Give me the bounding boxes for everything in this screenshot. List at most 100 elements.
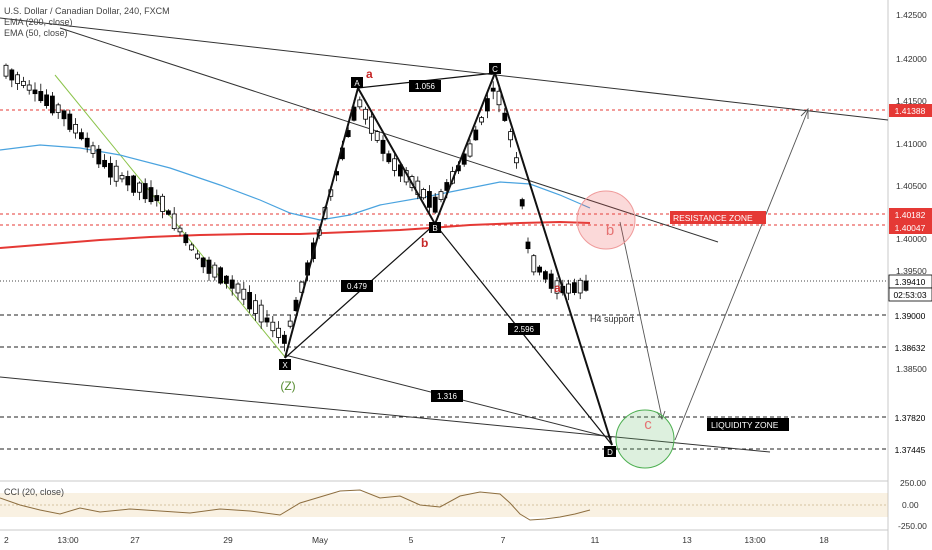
candle-body [386, 153, 392, 163]
candle-body [206, 259, 212, 274]
time-tick: 13:00 [57, 535, 79, 545]
ratio-2596: 2.596 [514, 325, 535, 334]
arrow-c-to-target [674, 109, 809, 441]
candle-body [270, 321, 276, 332]
point-a-box [351, 77, 363, 88]
symbol-title: U.S. Dollar / Canadian Dollar, 240, FXCM [4, 6, 170, 16]
time-tick: 11 [591, 535, 600, 545]
candle-body [15, 74, 21, 84]
price-label-1.39000: 1.39000 [895, 311, 926, 321]
ratio-1056: 1.056 [415, 82, 436, 91]
candle-body [368, 116, 374, 134]
candle-body [380, 139, 386, 154]
price-label-1.38632: 1.38632 [895, 343, 926, 353]
candle-body [252, 300, 258, 314]
candle-body [258, 304, 264, 323]
cci-line [0, 489, 591, 521]
candle-body [467, 143, 473, 157]
price-label-1.41388: 1.41388 [895, 106, 926, 116]
candle-body [287, 320, 293, 327]
price-label-1.37445: 1.37445 [895, 445, 926, 455]
time-tick: 2 [4, 535, 9, 545]
price-tick: 1.41000 [896, 139, 927, 149]
candle-body [44, 94, 49, 107]
candle-body [212, 264, 218, 278]
point-c-label: C [492, 65, 498, 74]
wave-label-b: b [421, 236, 428, 250]
time-tick: 13 [682, 535, 692, 545]
candle-body [426, 191, 432, 208]
candle-body [183, 234, 189, 244]
candle-body [264, 317, 270, 323]
point-x-box [279, 359, 291, 370]
candle-body [50, 95, 55, 114]
candle-body [496, 90, 502, 106]
candle-body [293, 299, 299, 312]
price-tick: 1.38500 [896, 364, 927, 374]
price-tick: 1.39500 [896, 266, 927, 276]
candle-body [235, 283, 241, 294]
price-label-box [889, 411, 932, 424]
countdown-label: 02:53:03 [893, 290, 926, 300]
candle-body [73, 124, 78, 134]
time-tick: 27 [130, 535, 140, 545]
candle-body [102, 159, 107, 168]
candle-body [3, 64, 9, 77]
wave-label-a-low: a [554, 281, 561, 295]
candle-body [421, 189, 427, 199]
candle-body [357, 99, 363, 108]
ema50-legend: EMA (50, close) [4, 28, 68, 38]
candle-body [20, 80, 26, 86]
cci-pane: CCI (20, close) 250.00 0.00 -250.00 [0, 478, 927, 531]
cci-tick: 250.00 [900, 478, 926, 488]
candle-body [572, 282, 577, 293]
candle-body [96, 148, 102, 165]
arrow-head-target [800, 107, 809, 119]
wave-label-a-top: a [366, 67, 373, 81]
candle-body [490, 87, 496, 92]
point-x-label: X [282, 361, 288, 370]
candle-body [444, 182, 450, 191]
green-wave-line [54, 74, 286, 358]
candle-body [519, 199, 525, 207]
candle-body [484, 98, 490, 112]
ema200-legend: EMA (200, close) [4, 17, 73, 27]
price-tick: 1.41500 [896, 96, 927, 106]
price-label-box [889, 341, 932, 354]
candle-body [142, 183, 148, 200]
point-labels: X A B C D [279, 63, 616, 457]
price-label-box [889, 309, 932, 322]
ratio-1316-box [431, 390, 463, 402]
candle-body [218, 267, 224, 284]
projection-arrows [619, 107, 809, 441]
point-d-label: D [607, 448, 613, 457]
candle-body [113, 165, 119, 182]
liquidity-zone-box [707, 418, 789, 431]
candle-body [9, 69, 15, 81]
ratio-labels: 0.479 1.056 2.596 1.316 [341, 80, 540, 402]
candle-body [247, 291, 253, 310]
candle-body [577, 279, 583, 294]
circle-label-b: b [606, 222, 614, 239]
candle-body [32, 89, 38, 95]
point-b-label: B [432, 224, 437, 233]
candle-body [131, 175, 137, 193]
resistance-zone-label: RESISTANCE ZONE [673, 213, 753, 223]
price-label-1.40047: 1.40047 [895, 223, 926, 233]
candle-body [432, 196, 438, 213]
candle-body [148, 187, 154, 203]
point-d-box [604, 446, 616, 457]
ratio-0479: 0.479 [347, 282, 368, 291]
ratio-0479-box [341, 280, 373, 292]
candle-body [171, 213, 177, 230]
candle-body [241, 288, 247, 300]
candle-body [531, 255, 537, 273]
trend-lines [0, 17, 889, 453]
candle-body [125, 176, 131, 186]
time-tick: 29 [223, 535, 233, 545]
price-labels: 1.41388 1.40182 1.40047 1.39410 02:53:03… [888, 104, 932, 456]
candle-body [514, 157, 519, 164]
time-tick: 5 [409, 535, 414, 545]
liquidity-circle [615, 409, 675, 469]
candle-body [548, 273, 554, 289]
